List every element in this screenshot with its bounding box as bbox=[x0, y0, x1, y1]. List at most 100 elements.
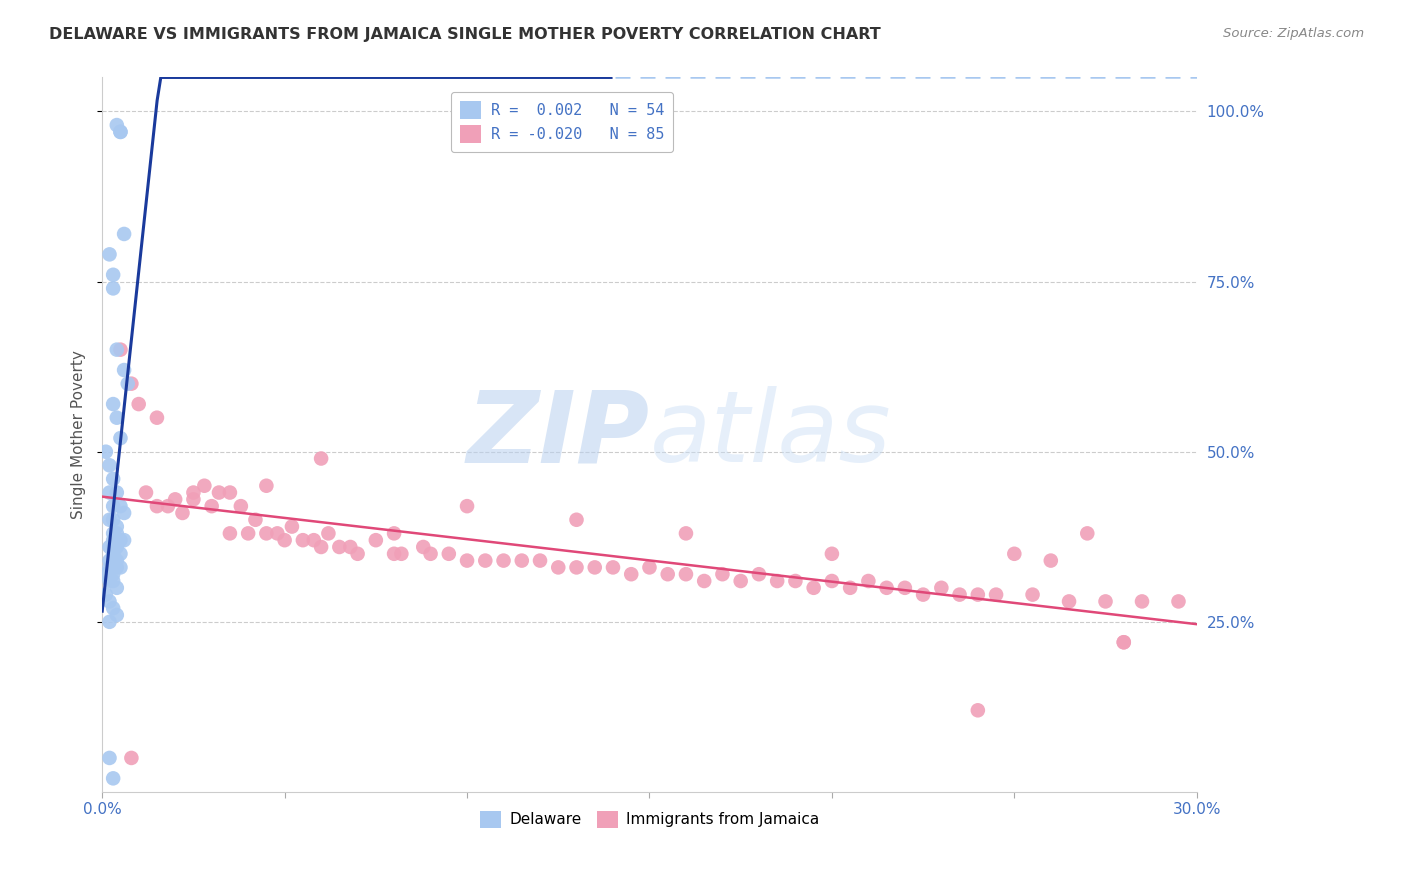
Point bbox=[1057, 594, 1080, 608]
Point bbox=[266, 526, 288, 541]
Point bbox=[112, 227, 135, 241]
Text: Source: ZipAtlas.com: Source: ZipAtlas.com bbox=[1223, 27, 1364, 40]
Point bbox=[98, 247, 121, 261]
Point bbox=[281, 519, 304, 533]
Point bbox=[638, 560, 661, 574]
Point bbox=[117, 376, 139, 391]
Point bbox=[101, 472, 124, 486]
Point bbox=[101, 547, 124, 561]
Point bbox=[105, 607, 128, 622]
Point bbox=[101, 567, 124, 582]
Point bbox=[328, 540, 350, 554]
Point bbox=[730, 574, 752, 588]
Point bbox=[675, 567, 697, 582]
Point bbox=[693, 574, 716, 588]
Point bbox=[183, 492, 205, 507]
Point bbox=[105, 118, 128, 132]
Point bbox=[821, 547, 844, 561]
Point bbox=[364, 533, 387, 548]
Point bbox=[858, 574, 880, 588]
Point bbox=[966, 703, 988, 717]
Point bbox=[98, 513, 121, 527]
Point bbox=[492, 553, 515, 567]
Point bbox=[382, 526, 405, 541]
Point bbox=[101, 553, 124, 567]
Point bbox=[98, 594, 121, 608]
Point bbox=[1112, 635, 1135, 649]
Point bbox=[1002, 547, 1025, 561]
Point bbox=[105, 581, 128, 595]
Point bbox=[98, 560, 121, 574]
Text: DELAWARE VS IMMIGRANTS FROM JAMAICA SINGLE MOTHER POVERTY CORRELATION CHART: DELAWARE VS IMMIGRANTS FROM JAMAICA SING… bbox=[49, 27, 882, 42]
Point bbox=[110, 560, 132, 574]
Point bbox=[128, 397, 150, 411]
Point bbox=[236, 526, 259, 541]
Point bbox=[101, 499, 124, 513]
Point bbox=[101, 772, 124, 786]
Point bbox=[110, 499, 132, 513]
Point bbox=[135, 485, 157, 500]
Point bbox=[110, 125, 132, 139]
Point bbox=[165, 492, 187, 507]
Point bbox=[785, 574, 807, 588]
Point bbox=[456, 553, 478, 567]
Point bbox=[245, 513, 267, 527]
Point bbox=[474, 553, 496, 567]
Legend: Delaware, Immigrants from Jamaica: Delaware, Immigrants from Jamaica bbox=[474, 805, 825, 834]
Point bbox=[110, 125, 132, 139]
Point bbox=[120, 751, 142, 765]
Point bbox=[101, 547, 124, 561]
Point bbox=[105, 553, 128, 567]
Point bbox=[101, 513, 124, 527]
Point bbox=[291, 533, 314, 548]
Y-axis label: Single Mother Poverty: Single Mother Poverty bbox=[72, 351, 86, 519]
Point bbox=[101, 268, 124, 282]
Point bbox=[821, 574, 844, 588]
Point bbox=[94, 444, 117, 458]
Point bbox=[112, 506, 135, 520]
Point bbox=[146, 499, 169, 513]
Point bbox=[966, 588, 988, 602]
Point bbox=[620, 567, 643, 582]
Point bbox=[309, 540, 332, 554]
Point bbox=[101, 533, 124, 548]
Point bbox=[1130, 594, 1153, 608]
Point bbox=[412, 540, 434, 554]
Point bbox=[437, 547, 460, 561]
Point bbox=[120, 376, 142, 391]
Point bbox=[201, 499, 224, 513]
Point bbox=[839, 581, 862, 595]
Point bbox=[98, 615, 121, 629]
Point bbox=[112, 533, 135, 548]
Point bbox=[101, 540, 124, 554]
Point bbox=[1039, 553, 1062, 567]
Point bbox=[98, 574, 121, 588]
Point bbox=[1021, 588, 1043, 602]
Point bbox=[105, 526, 128, 541]
Point bbox=[112, 363, 135, 377]
Point bbox=[146, 410, 169, 425]
Point bbox=[105, 540, 128, 554]
Point bbox=[94, 588, 117, 602]
Point bbox=[101, 601, 124, 615]
Point bbox=[110, 533, 132, 548]
Point bbox=[105, 560, 128, 574]
Point bbox=[172, 506, 194, 520]
Point bbox=[156, 499, 179, 513]
Point bbox=[547, 560, 569, 574]
Point bbox=[339, 540, 361, 554]
Point bbox=[101, 281, 124, 295]
Point bbox=[208, 485, 231, 500]
Point bbox=[529, 553, 551, 567]
Text: atlas: atlas bbox=[650, 386, 891, 483]
Point bbox=[105, 343, 128, 357]
Point bbox=[456, 499, 478, 513]
Point bbox=[98, 458, 121, 473]
Point bbox=[101, 397, 124, 411]
Point bbox=[101, 560, 124, 574]
Point bbox=[105, 519, 128, 533]
Point bbox=[984, 588, 1007, 602]
Point bbox=[98, 540, 121, 554]
Point bbox=[105, 485, 128, 500]
Point bbox=[1167, 594, 1189, 608]
